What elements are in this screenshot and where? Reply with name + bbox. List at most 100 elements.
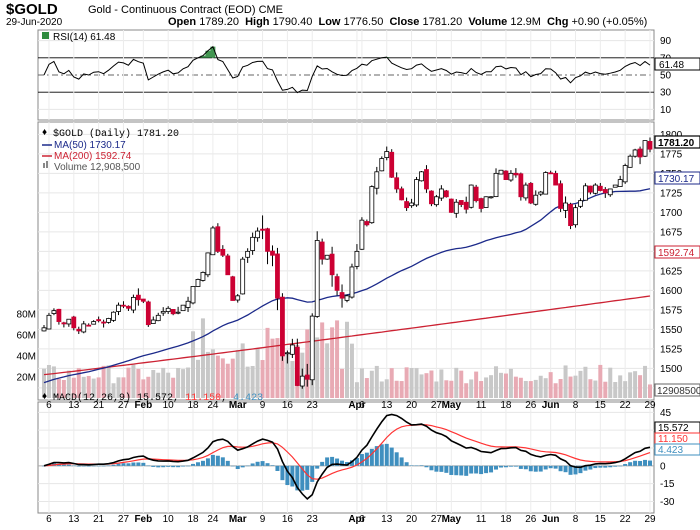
candle-down bbox=[135, 294, 141, 301]
candle-up bbox=[160, 311, 166, 314]
candle-down bbox=[230, 276, 236, 301]
macd-histogram-bar bbox=[310, 465, 315, 482]
price-legend: ♦ $GOLD (Daily) 1781.20 MA(50) 1730.17 M… bbox=[42, 127, 179, 173]
macd-histogram-bar bbox=[325, 457, 330, 466]
price-x-label: 10 bbox=[163, 400, 175, 411]
candle-up bbox=[498, 169, 504, 175]
macd-histogram-bar bbox=[369, 448, 374, 466]
signal-value-tag-text: 11.150 bbox=[658, 434, 688, 445]
volume-bar bbox=[330, 327, 335, 398]
volume-bar bbox=[91, 378, 96, 398]
price-x-label: 13 bbox=[381, 400, 393, 411]
volume-bar bbox=[374, 365, 379, 398]
macd-histogram-bar bbox=[66, 464, 71, 466]
macd-histogram-bar bbox=[106, 465, 111, 467]
macd-histogram-bar bbox=[290, 465, 295, 487]
candle-down bbox=[126, 305, 131, 309]
volume-bar bbox=[255, 348, 260, 398]
price-x-label: 13 bbox=[68, 400, 80, 411]
macd-histogram-bar bbox=[608, 465, 613, 468]
chart-header: $GOLD Gold - Continuous Contract (EOD) C… bbox=[0, 0, 700, 30]
macd-histogram-bar bbox=[195, 462, 200, 466]
candle-down bbox=[548, 172, 554, 175]
macd-x-label: 18 bbox=[500, 514, 512, 525]
axis-layer: 1800177517501725170016751650162516001575… bbox=[17, 36, 683, 525]
volume-bar bbox=[613, 382, 618, 398]
macd-histogram-bar bbox=[42, 465, 46, 467]
candle-up bbox=[235, 295, 241, 301]
price-tick-label: 1500 bbox=[660, 364, 683, 375]
volume-bar bbox=[325, 343, 330, 398]
macd-histogram-bar bbox=[151, 465, 156, 467]
candle-up bbox=[41, 327, 47, 332]
volume-tick-label: 80M bbox=[17, 310, 36, 321]
volume-bar bbox=[553, 383, 558, 398]
macd-histogram-bar bbox=[558, 465, 563, 472]
volume-layer bbox=[42, 318, 652, 398]
candle-down bbox=[101, 321, 107, 324]
volume-bar bbox=[558, 379, 563, 398]
macd-x-label: 18 bbox=[187, 514, 199, 525]
price-tick-label: 1725 bbox=[660, 188, 683, 199]
candle-up bbox=[369, 186, 375, 224]
rsi-value-tag-text: 61.48 bbox=[659, 60, 684, 71]
macd-histogram-bar bbox=[349, 460, 354, 466]
volume-bar bbox=[116, 377, 121, 398]
rsi-tick-label: 50 bbox=[660, 71, 672, 82]
volume-bar bbox=[568, 376, 573, 398]
price-tick-label: 1775 bbox=[660, 149, 683, 160]
macd-x-label: 15 bbox=[595, 514, 607, 525]
macd-x-label: 10 bbox=[163, 514, 175, 525]
candle-down bbox=[61, 322, 67, 325]
price-x-label: 23 bbox=[307, 400, 319, 411]
macd-histogram-bar bbox=[101, 465, 106, 467]
volume-bar bbox=[389, 368, 394, 398]
macd-histogram-bar bbox=[330, 456, 335, 466]
candle-up bbox=[354, 250, 360, 267]
price-x-label: Jun bbox=[542, 400, 560, 411]
candle-down bbox=[528, 182, 534, 204]
candle-down bbox=[275, 253, 280, 299]
macd-legend-text: MACD(12,26,9) 15.572, 11.150, 4.423 bbox=[53, 392, 263, 404]
candle-up bbox=[483, 196, 489, 208]
candle-down bbox=[473, 186, 479, 202]
macd-histogram-bar bbox=[176, 465, 181, 468]
volume-bar bbox=[384, 379, 389, 398]
price-tick-label: 1675 bbox=[660, 227, 683, 238]
candle-up bbox=[324, 254, 330, 260]
volume-bar bbox=[518, 377, 523, 398]
candle-up bbox=[508, 172, 514, 181]
macd-histogram-bar bbox=[379, 444, 384, 466]
volume-bar bbox=[633, 371, 638, 398]
macd-histogram-bar bbox=[285, 465, 290, 486]
volume-bar bbox=[51, 366, 56, 398]
macd-histogram-bar bbox=[121, 463, 126, 466]
volume-bar bbox=[156, 372, 161, 398]
macd-legend-icon: ♦ bbox=[42, 391, 47, 402]
macd-histogram-bar bbox=[598, 465, 603, 468]
volume-bar bbox=[141, 379, 146, 398]
macd-histogram-bar bbox=[166, 465, 171, 467]
candle-down bbox=[304, 374, 310, 380]
macd-histogram-bar bbox=[454, 465, 459, 476]
volume-bar bbox=[474, 371, 479, 398]
price-x-label: 18 bbox=[500, 400, 512, 411]
volume-bar bbox=[359, 368, 364, 398]
macd-value-tag: 15.572 bbox=[654, 421, 700, 434]
instrument-name: Gold - Continuous Contract (EOD) CME bbox=[88, 4, 284, 16]
candle-down bbox=[429, 190, 434, 205]
macd-histogram-bar bbox=[404, 462, 409, 466]
candle-up bbox=[81, 323, 87, 333]
candle-down bbox=[170, 309, 176, 315]
macd-histogram-bar bbox=[494, 465, 499, 470]
candle-down bbox=[220, 248, 226, 256]
macd-histogram-bar bbox=[484, 465, 489, 474]
macd-histogram-bar bbox=[146, 465, 151, 467]
volume-bar bbox=[166, 372, 171, 398]
macd-histogram-bar bbox=[359, 454, 364, 466]
signal-value-tag: 11.150 bbox=[654, 432, 700, 445]
macd-histogram-bar bbox=[528, 465, 533, 472]
macd-histogram-bar bbox=[508, 465, 513, 467]
candle-down bbox=[458, 200, 464, 205]
